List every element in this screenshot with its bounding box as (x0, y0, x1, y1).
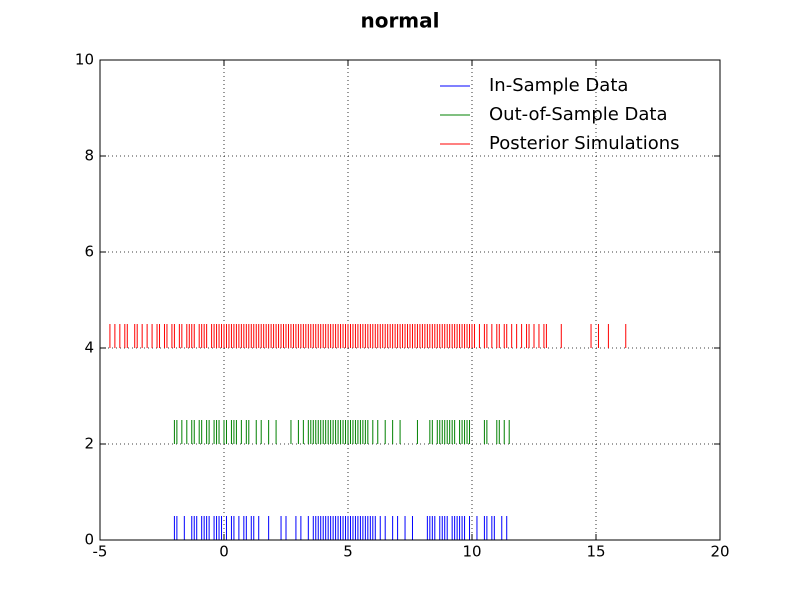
y-tick-label: 4 (84, 339, 94, 357)
x-tick-label: 20 (710, 543, 729, 561)
x-tick-label: 5 (343, 543, 353, 561)
x-tick-label: -5 (93, 543, 108, 561)
legend-label: Posterior Simulations (489, 133, 680, 154)
y-tick-label: 8 (84, 147, 94, 165)
plot-frame (99, 59, 721, 541)
y-tick-label: 2 (84, 435, 94, 453)
x-tick-label: 15 (586, 543, 605, 561)
legend-label: In-Sample Data (489, 75, 628, 96)
x-tick-label: 0 (219, 543, 229, 561)
chart-title: normal (360, 9, 439, 33)
y-tick-label: 6 (84, 243, 94, 261)
y-tick-label: 10 (75, 51, 94, 69)
y-tick-label: 0 (84, 531, 94, 549)
x-tick-label: 10 (462, 543, 481, 561)
legend-label: Out-of-Sample Data (489, 104, 668, 125)
